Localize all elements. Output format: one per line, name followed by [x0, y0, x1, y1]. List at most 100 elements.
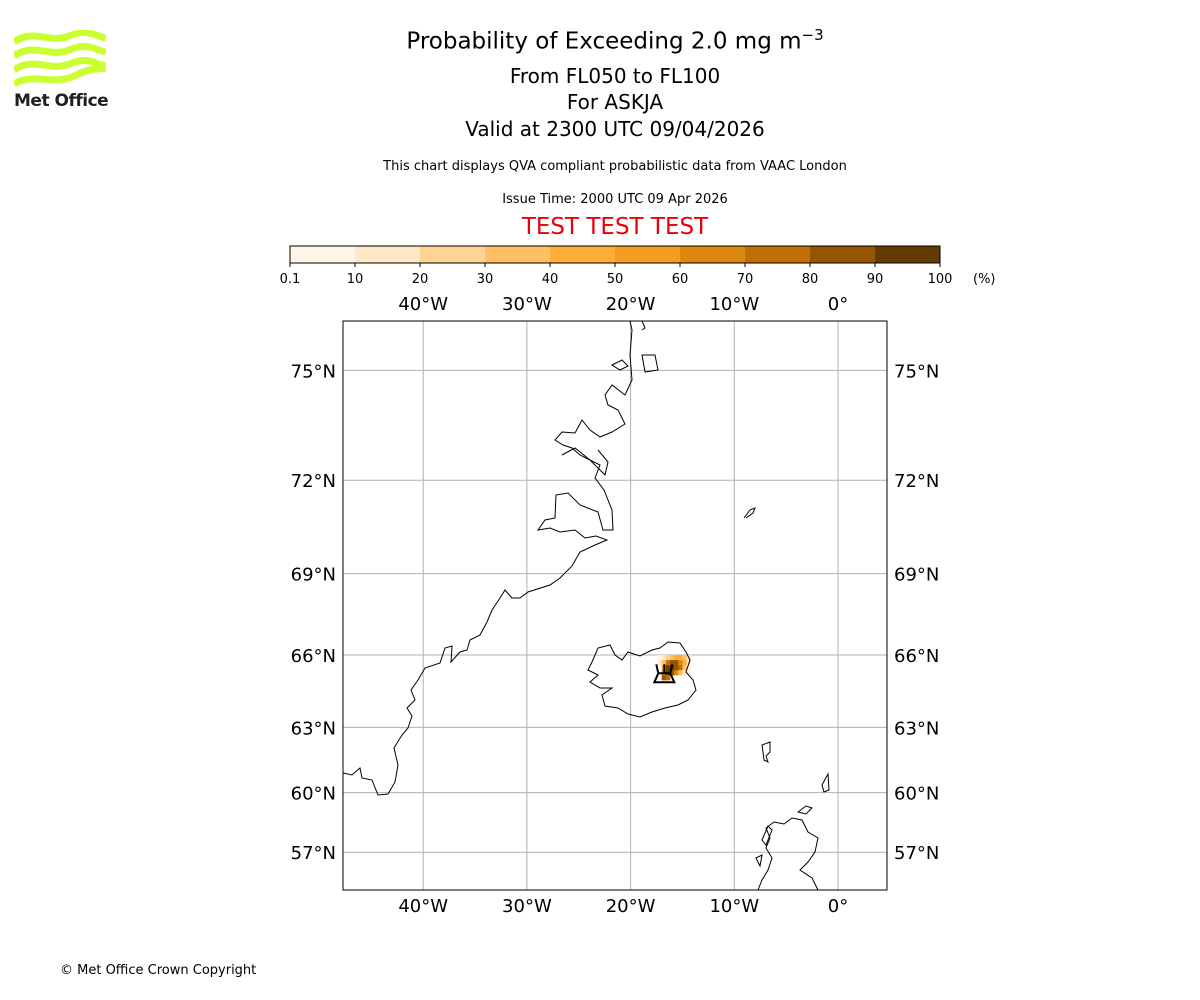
latitude-label-right: 75°N — [894, 361, 939, 382]
latitude-label-left: 57°N — [291, 843, 336, 864]
greenland-coast — [343, 321, 633, 796]
probability-cell — [661, 660, 667, 666]
latitude-label-right: 72°N — [894, 471, 939, 492]
probability-cell — [670, 655, 675, 661]
latitude-label-left: 63°N — [291, 718, 336, 739]
logo-waves-icon — [11, 29, 107, 88]
ash-probability-field — [657, 655, 692, 681]
axis-labels: 40°W 40°W 30°W 30°W 20°W 20°W 10°W 10°W 0° 0° 75°N… — [291, 294, 940, 917]
probability-cell — [674, 670, 679, 676]
issue-time: Issue Time: 2000 UTC 09 Apr 2026 — [502, 192, 728, 207]
probability-cell — [674, 665, 679, 671]
colorbar-tick-label: 100 — [928, 272, 953, 287]
map-frame — [342, 320, 888, 891]
colorbar-segment — [550, 246, 616, 263]
probability-cell — [674, 660, 679, 666]
latitude-label-right: 60°N — [894, 784, 939, 805]
latitude-label-left: 69°N — [291, 565, 336, 586]
colorbar-segment — [615, 246, 681, 263]
flight-levels: From FL050 to FL100 — [509, 64, 721, 88]
latitude-label-right: 69°N — [894, 565, 939, 586]
longitude-label: 0° — [828, 896, 848, 917]
colorbar-tick-label: 0.1 — [280, 272, 301, 287]
latitude-label-left: 72°N — [291, 471, 336, 492]
valid-time: Valid at 2300 UTC 09/04/2026 — [465, 117, 765, 141]
colorbar-tick-label: 50 — [607, 272, 624, 287]
latitude-label-right: 66°N — [894, 646, 939, 667]
probability-cell — [665, 665, 671, 671]
logo-text: Met Office — [14, 91, 109, 111]
colorbar-tick-label: 10 — [347, 272, 364, 287]
longitude-label: 40°W — [398, 896, 448, 917]
title-text: Probability of Exceeding 2.0 mg m — [406, 28, 802, 55]
gridlines — [343, 321, 887, 890]
probability-cell — [670, 670, 675, 676]
latitude-label-left: 66°N — [291, 646, 336, 667]
hebrides-coast — [755, 825, 773, 868]
longitude-label: 10°W — [709, 896, 759, 917]
probability-cell — [686, 670, 692, 676]
met-office-logo — [11, 29, 107, 90]
svalbard-tip — [641, 321, 646, 331]
longitude-label: 10°W — [709, 294, 759, 315]
orkney-coast — [796, 805, 813, 815]
scotland-coast — [757, 817, 819, 890]
probability-cell — [682, 665, 687, 671]
jan-mayen-coast — [743, 507, 756, 519]
probability-cell — [686, 665, 692, 671]
longitude-label: 30°W — [502, 294, 552, 315]
test-banner: TEST TEST TEST — [521, 214, 709, 240]
probability-cell — [678, 655, 683, 661]
colorbar-segment — [680, 246, 746, 263]
probability-cell — [674, 655, 679, 661]
latitude-label-left: 75°N — [291, 361, 336, 382]
probability-cell — [682, 660, 687, 666]
greenland-island — [610, 354, 659, 373]
probability-cell — [678, 660, 683, 666]
probability-cell — [665, 660, 671, 666]
colorbar-segment — [420, 246, 486, 263]
colorbar-tick-label: 90 — [867, 272, 884, 287]
chart-description: This chart displays QVA compliant probab… — [383, 159, 847, 174]
colorbar-segment — [875, 246, 941, 263]
colorbar-tick-label: 70 — [737, 272, 754, 287]
title-exponent: −3 — [801, 26, 824, 44]
colorbar-unit-label: (%) — [973, 272, 996, 287]
probability-cell — [665, 655, 671, 661]
probability-cell — [665, 675, 671, 681]
probability-cell — [661, 655, 667, 661]
colorbar-tick-label: 60 — [672, 272, 689, 287]
probability-cell — [678, 665, 683, 671]
longitude-label: 20°W — [606, 896, 656, 917]
colorbar: 0.1 10 20 30 40 50 60 70 80 90 100 — [280, 245, 953, 287]
chart-title: Probability of Exceeding 2.0 mg m−3 — [0, 26, 1200, 55]
latitude-label-right: 63°N — [894, 718, 939, 739]
probability-cell — [661, 675, 667, 681]
askja-volcano-marker — [652, 664, 676, 684]
colorbar-tick-label: 20 — [412, 272, 429, 287]
probability-cell — [670, 660, 675, 666]
volcano-name: For ASKJA — [566, 90, 664, 114]
colorbar-segment — [290, 246, 356, 263]
copyright-footer: © Met Office Crown Copyright — [60, 963, 257, 978]
longitude-label: 40°W — [398, 294, 448, 315]
longitude-label: 20°W — [606, 294, 656, 315]
probability-cell — [657, 655, 663, 661]
probability-cell — [657, 660, 663, 666]
colorbar-segment — [810, 246, 876, 263]
colorbar-tick-label: 40 — [542, 272, 559, 287]
latitude-label-right: 57°N — [894, 843, 939, 864]
probability-cell — [678, 670, 683, 676]
colorbar-segment — [745, 246, 811, 263]
iceland-coast — [587, 641, 697, 718]
colorbar-segment — [485, 246, 551, 263]
greenland-fjord — [561, 447, 609, 476]
probability-cell — [682, 655, 687, 661]
colorbar-tick-label: 80 — [802, 272, 819, 287]
longitude-label: 30°W — [502, 896, 552, 917]
coastlines — [343, 321, 830, 890]
shetland-coast — [821, 772, 830, 793]
colorbar-tick-label: 30 — [477, 272, 494, 287]
longitude-label: 0° — [828, 294, 848, 315]
